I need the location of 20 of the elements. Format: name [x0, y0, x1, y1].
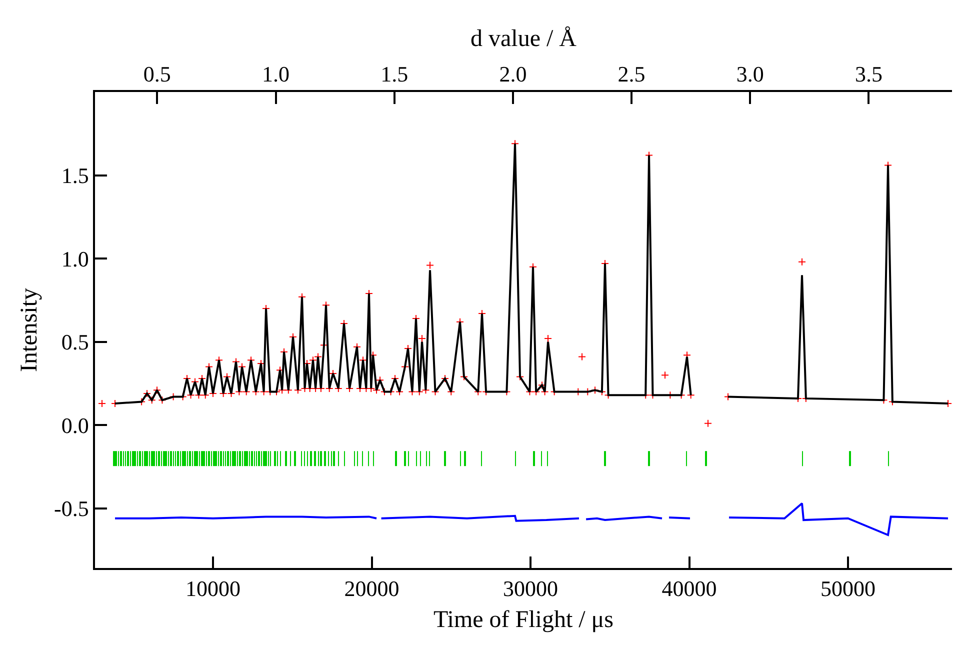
x2-tick-label: 2.5 — [618, 61, 646, 86]
x2-tick-label: 3.0 — [736, 61, 764, 86]
x-tick-label: 10000 — [186, 576, 240, 602]
x-tick-label: 20000 — [344, 576, 400, 602]
x-tick-label: 50000 — [820, 576, 876, 602]
x2-tick-label: 1.0 — [262, 61, 290, 86]
y-tick-label: 0.0 — [61, 412, 89, 438]
x2-tick-label: 0.5 — [143, 61, 171, 86]
x-tick-label: 40000 — [662, 576, 717, 602]
x-axis-title: Time of Flight / μs — [433, 606, 614, 633]
y-tick-label: 1.0 — [61, 246, 89, 272]
x-tick-label: 30000 — [503, 576, 558, 602]
y-tick-label: 0.5 — [61, 330, 89, 355]
y-tick-label: -0.5 — [54, 496, 89, 522]
x2-axis-title: d value / Å — [470, 26, 578, 52]
y-axis-title: Intensity — [16, 288, 43, 372]
y-tick-label: 1.5 — [61, 162, 89, 188]
x2-tick-label: 1.5 — [380, 61, 408, 86]
x2-tick-label: 2.0 — [499, 61, 527, 86]
x2-tick-label: 3.5 — [854, 61, 882, 86]
